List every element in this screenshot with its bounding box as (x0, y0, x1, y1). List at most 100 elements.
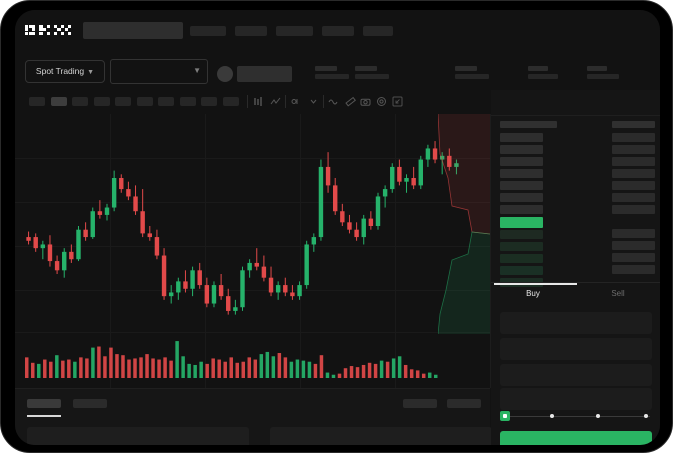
depth-overlay (438, 114, 490, 334)
submit-order-button[interactable] (500, 431, 652, 445)
logo-block (25, 24, 29, 28)
orderbook-right-row-2 (612, 157, 655, 166)
order-amount-field[interactable] (500, 364, 652, 386)
gridline-v-1 (205, 114, 206, 388)
active-tab-underline (27, 415, 61, 417)
camera-icon[interactable] (360, 96, 371, 107)
ticker-stat-4 (587, 66, 619, 79)
ticker-bar: Spot Trading ▼ ▼ (15, 48, 660, 90)
chevron-down-icon[interactable] (308, 96, 319, 107)
bid-row-2[interactable] (500, 254, 543, 263)
volume-series (25, 341, 438, 378)
tab-sell[interactable]: Sell (611, 289, 625, 298)
line-chart-icon[interactable] (270, 96, 281, 107)
orderbook-right-row-5 (612, 193, 655, 202)
timeframe-0[interactable] (29, 97, 45, 106)
logo-block (53, 31, 57, 35)
ask-row-4[interactable] (500, 181, 543, 190)
ticker-stat-label (528, 66, 548, 71)
logo-block (57, 28, 61, 32)
price-chart[interactable] (15, 114, 491, 388)
coin-icon (217, 66, 233, 82)
ticker-stat-value (355, 74, 389, 79)
timeframe-6[interactable] (158, 97, 174, 106)
ticker-stat-2 (455, 66, 489, 79)
slider-handle[interactable] (500, 411, 510, 421)
indicator-icon[interactable] (291, 96, 302, 107)
order-book[interactable] (491, 115, 660, 287)
ruler-icon[interactable] (345, 96, 356, 107)
tab-buy[interactable]: Buy (526, 289, 540, 298)
chevron-down-icon: ▼ (87, 69, 95, 76)
gridline-h-2 (15, 246, 490, 247)
ask-row-1[interactable] (500, 145, 543, 154)
logo-block (61, 31, 65, 35)
header-nav-item-1[interactable] (235, 26, 267, 36)
header-nav-item-3[interactable] (322, 26, 354, 36)
orders-tab-0[interactable] (27, 399, 61, 408)
bid-row-3[interactable] (500, 266, 543, 275)
gridline-h-1 (15, 202, 490, 203)
timeframe-7[interactable] (179, 97, 196, 106)
timeframe-5[interactable] (136, 97, 153, 106)
ticker-stat-0 (315, 66, 349, 79)
timeframe-9[interactable] (222, 97, 239, 106)
orders-action-0[interactable] (403, 399, 437, 408)
logo-block (46, 31, 50, 35)
orderbook-right-row-9 (612, 241, 655, 250)
header-nav-item-0[interactable] (190, 26, 226, 36)
ticker-stat-value (528, 74, 558, 79)
ask-row-2[interactable] (500, 157, 543, 166)
mode-selector[interactable]: Spot Trading ▼ (25, 60, 105, 83)
slider-stop-66[interactable] (596, 414, 601, 418)
gridline-h-4 (15, 332, 490, 333)
spread-row (500, 217, 543, 228)
logo-block (39, 28, 43, 32)
chevron-down-icon: ▼ (193, 66, 201, 75)
slider-stop-33[interactable] (550, 414, 555, 418)
timeframe-1[interactable] (50, 97, 67, 106)
header-nav-item-2[interactable] (276, 26, 313, 36)
slider-stop-100[interactable] (644, 414, 648, 418)
gridline-h-0 (15, 158, 490, 159)
bid-row-1[interactable] (500, 242, 543, 251)
ask-row-3[interactable] (500, 169, 543, 178)
logo-block (39, 31, 43, 35)
orderbook-right-row-4 (612, 181, 655, 190)
orderbook-header-left (500, 121, 557, 128)
ask-row-0[interactable] (500, 133, 543, 142)
buy-tab-underline (494, 283, 577, 285)
orders-tab-1[interactable] (73, 399, 107, 408)
ask-row-5[interactable] (500, 193, 543, 202)
logo-block (39, 24, 43, 28)
timeframe-8[interactable] (201, 97, 217, 106)
timeframe-2[interactable] (72, 97, 88, 106)
order-price-field[interactable] (500, 338, 652, 360)
fullscreen-icon[interactable] (392, 96, 403, 107)
ticker-stat-value (587, 74, 619, 79)
candlestick-icon[interactable] (253, 96, 264, 107)
order-type-field[interactable] (500, 312, 652, 334)
timeframe-3[interactable] (93, 97, 110, 106)
ticker-stat-label (587, 66, 607, 71)
timeframe-4[interactable] (115, 97, 131, 106)
header-nav-item-4[interactable] (363, 26, 393, 36)
order-total-field[interactable] (500, 388, 652, 410)
orderbook-right-row-6 (612, 205, 655, 214)
logo-block (25, 28, 29, 32)
account-pill[interactable] (83, 22, 183, 39)
ticker-stat-1 (355, 66, 389, 79)
wave-icon[interactable] (328, 96, 339, 107)
pair-selector[interactable]: ▼ (110, 59, 208, 84)
logo-block (25, 31, 29, 35)
mode-selector-label: Spot Trading (35, 66, 85, 76)
orders-action-1[interactable] (447, 399, 481, 408)
amount-slider[interactable] (500, 411, 652, 421)
bid-row-0[interactable] (500, 230, 543, 239)
orders-column-0 (27, 427, 249, 445)
logo-block (46, 24, 50, 28)
ask-row-6[interactable] (500, 205, 543, 214)
okx-logo[interactable] (25, 23, 73, 38)
settings-gear-icon[interactable] (376, 96, 387, 107)
